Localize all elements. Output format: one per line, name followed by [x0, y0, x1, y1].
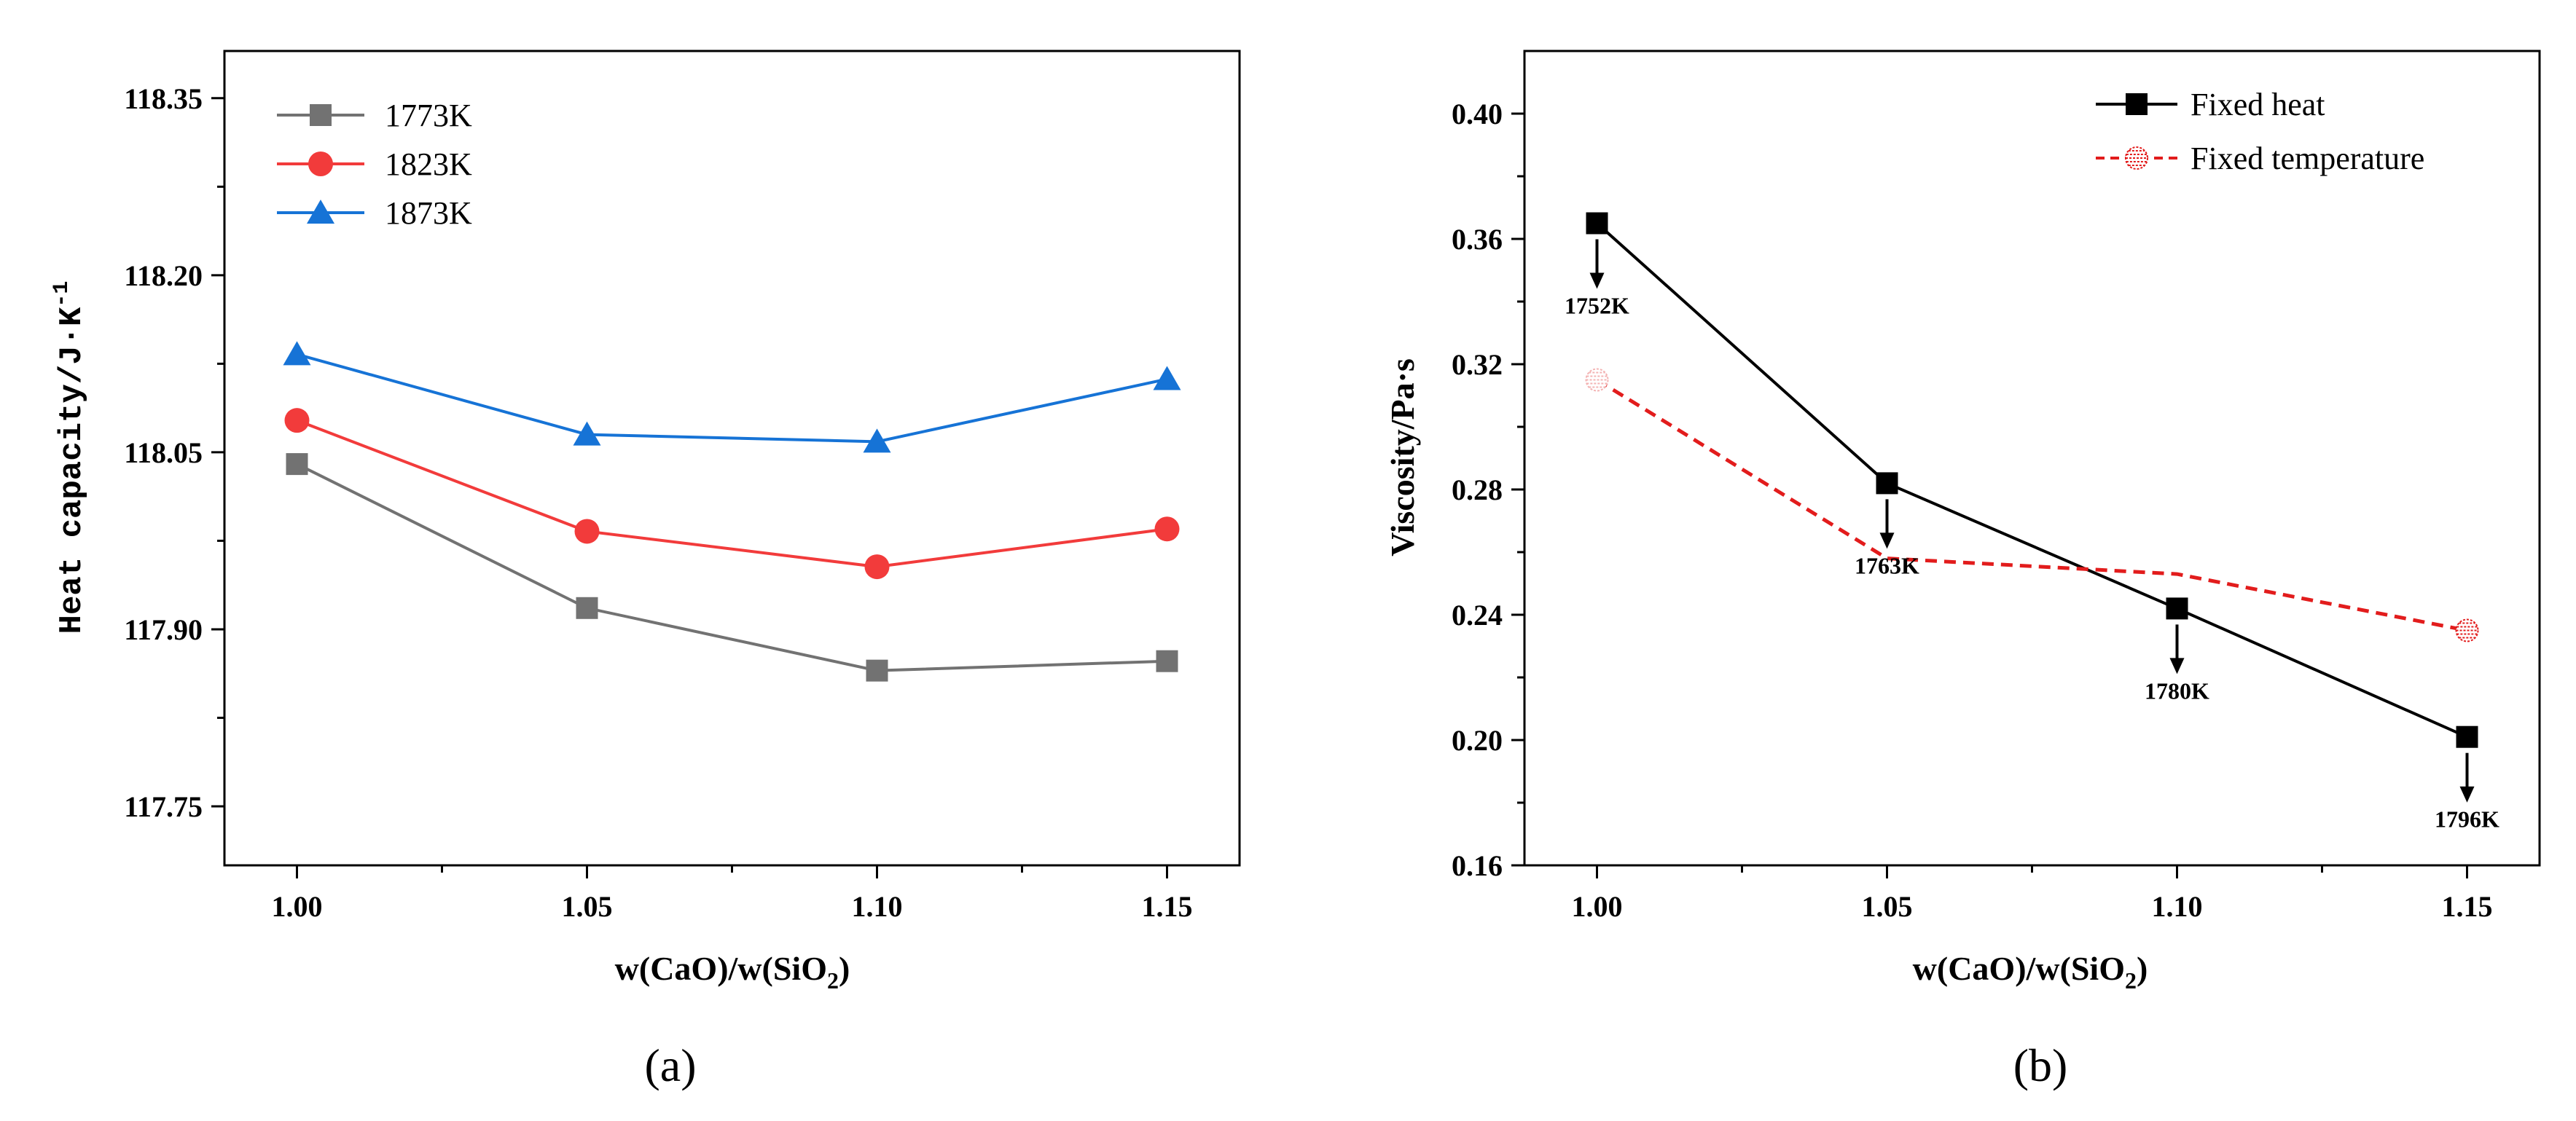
y-tick-label: 118.20: [124, 259, 203, 292]
annotation-arrowhead: [2169, 658, 2185, 674]
x-axis-label-subscript: 2: [827, 967, 839, 994]
x-tick-label: 1.05: [1862, 890, 1913, 923]
y-tick-label: 0.28: [1452, 473, 1503, 506]
data-point: [576, 597, 598, 619]
y-axis-label: Heat capacity/J·K-1: [50, 281, 90, 634]
data-point: [1156, 650, 1178, 672]
y-tick-label: 0.24: [1452, 599, 1503, 632]
legend-label: 1873K: [385, 195, 472, 231]
data-point: [284, 408, 310, 433]
series-group: [1585, 212, 2479, 748]
y-tick-label: 0.16: [1452, 849, 1503, 882]
plot-frame: [223, 50, 1241, 867]
x-axis-ticks: 1.00 1.05 1.10 1.15: [1572, 865, 2493, 923]
series-line-fixed-temperature: [1596, 378, 2467, 632]
series-line-1873k: [296, 353, 1167, 444]
data-point: [1154, 516, 1180, 542]
y-axis-ticks: 117.75 117.90 118.05 118.20 118.35: [124, 82, 224, 823]
legend: 1773K 1823K 1873K: [277, 98, 472, 231]
annotation-label: 1780K: [2145, 677, 2209, 704]
x-axis-label-end: ): [839, 950, 850, 987]
data-point: [2455, 618, 2479, 642]
y-tick-label: 117.90: [124, 613, 203, 646]
x-tick-label: 1.15: [2442, 890, 2493, 923]
data-point: [864, 554, 890, 580]
data-point: [1585, 368, 1609, 392]
x-tick-label: 1.00: [1572, 890, 1623, 923]
legend-label: Fixed heat: [2191, 87, 2325, 122]
x-tick-label: 1.00: [272, 890, 323, 923]
y-axis-label-superscript: -1: [50, 281, 74, 307]
y-tick-label: 117.75: [124, 790, 203, 823]
y-axis-ticks: 0.16 0.20 0.24 0.28 0.32 0.36 0.40: [1452, 98, 1524, 882]
x-tick-label: 1.05: [562, 890, 613, 923]
annotations: 1752K 1763K 1780K 1796K: [1565, 239, 2499, 833]
legend-marker: [307, 200, 334, 224]
series-line-1823k: [296, 419, 1167, 569]
x-axis-label-subscript: 2: [2125, 967, 2137, 994]
y-tick-label: 0.36: [1452, 223, 1503, 256]
x-axis-ticks: 1.00 1.05 1.10 1.15: [272, 865, 1193, 923]
data-point: [1586, 212, 1608, 235]
x-tick-label: 1.10: [852, 890, 903, 923]
annotation-label: 1763K: [1855, 552, 1919, 578]
y-tick-label: 118.05: [124, 436, 203, 469]
annotation-arrowhead: [2459, 786, 2475, 803]
legend-marker: [310, 104, 332, 126]
data-point: [283, 341, 311, 366]
data-point: [2456, 725, 2478, 748]
annotation-arrowhead: [1589, 272, 1605, 289]
data-point: [573, 421, 601, 446]
data-point: [863, 428, 891, 453]
y-tick-label: 118.35: [124, 82, 203, 115]
y-tick-label: 0.40: [1452, 98, 1503, 130]
annotation-label: 1752K: [1565, 293, 1629, 319]
data-point: [2166, 597, 2188, 620]
series-group: [283, 341, 1181, 682]
y-tick-label: 0.20: [1452, 724, 1503, 757]
data-point: [1153, 366, 1181, 390]
y-tick-label: 0.32: [1452, 348, 1503, 381]
series-line-fixed-heat: [1596, 222, 2468, 739]
legend: Fixed heat Fixed temperature: [2096, 87, 2424, 176]
x-axis-label-end: ): [2137, 950, 2148, 987]
legend-marker: [2126, 93, 2148, 115]
panel-caption: (a): [644, 1039, 696, 1091]
x-axis-label: w(CaO)/w(SiO2): [1913, 950, 2148, 994]
legend-label: Fixed temperature: [2191, 141, 2424, 176]
panel-caption: (b): [2013, 1039, 2068, 1091]
y-axis-label: Viscosity/Pa·s: [1384, 358, 1421, 556]
data-point: [286, 453, 308, 476]
x-tick-label: 1.15: [1142, 890, 1193, 923]
data-point: [574, 519, 600, 544]
legend-marker: [2125, 146, 2148, 170]
legend-label: 1823K: [385, 146, 472, 182]
annotation-label: 1796K: [2435, 806, 2499, 833]
annotation-arrowhead: [1879, 532, 1895, 549]
legend-marker: [308, 152, 333, 176]
series-line-1773k: [296, 463, 1167, 672]
data-point: [866, 659, 888, 682]
legend-label: 1773K: [385, 98, 472, 133]
x-axis-label: w(CaO)/w(SiO2): [615, 950, 850, 994]
viscosity-chart: 0.16 0.20 0.24 0.28 0.32 0.36 0.40 1.00 1.05 1.1…: [1384, 50, 2541, 1091]
x-tick-label: 1.10: [2152, 890, 2203, 923]
data-point: [1876, 472, 1898, 495]
